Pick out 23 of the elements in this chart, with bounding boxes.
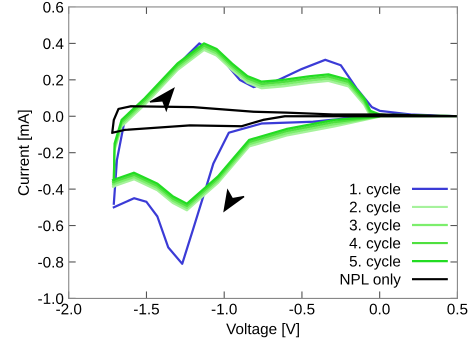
x-tick-label: -0.5	[289, 304, 314, 314]
y-tick-label: 0.0	[43, 111, 64, 122]
x-tick-label: 0.0	[370, 304, 390, 314]
x-axis-title: Voltage [V]	[226, 323, 299, 338]
y-tick-label: 0.6	[43, 2, 64, 13]
legend-label: NPL only	[340, 273, 401, 288]
y-axis-title: Current [mA]	[18, 110, 32, 196]
x-tick-label: -1.5	[134, 304, 159, 314]
y-tick-label: -0.6	[38, 220, 64, 232]
y-tick-label: -0.2	[38, 148, 64, 158]
legend-label: 1. cycle	[350, 183, 400, 198]
x-tick-label: -1.0	[212, 304, 237, 314]
y-tick-label: 0.4	[43, 38, 64, 50]
y-tick-label: 0.2	[43, 74, 64, 86]
legend-label: 4. cycle	[349, 237, 400, 252]
legend-label: 5. cycle	[350, 255, 400, 270]
x-tick-label: 0.5	[447, 304, 468, 314]
x-tick-label: -2.0	[56, 304, 82, 314]
legend-label: 3. cycle	[350, 219, 400, 234]
legend-label: 2. cycle	[350, 201, 400, 216]
y-tick-label: -1.0	[38, 293, 64, 304]
y-tick-label: -0.8	[38, 256, 64, 268]
y-tick-label: -0.4	[38, 184, 64, 195]
